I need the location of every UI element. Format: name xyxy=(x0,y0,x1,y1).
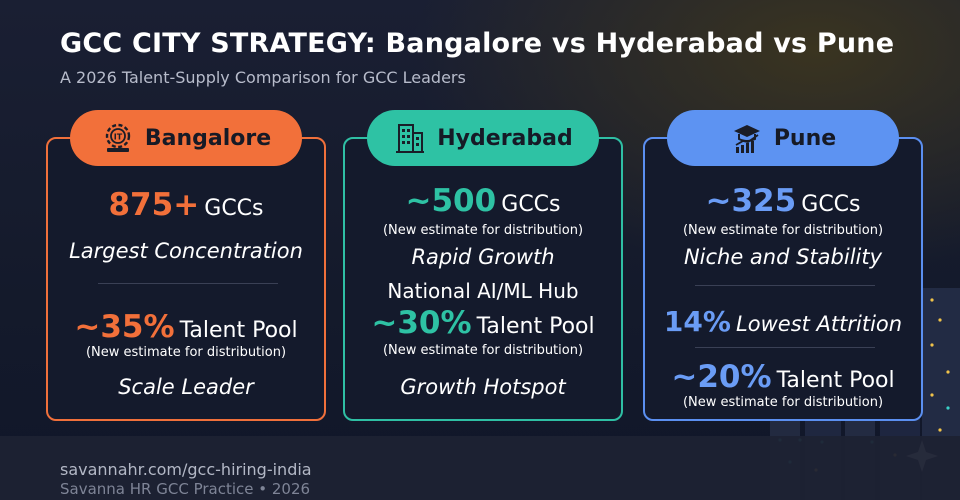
hyderabad-header-pill: Hyderabad xyxy=(367,110,599,166)
page-subtitle: A 2026 Talent-Supply Comparison for GCC … xyxy=(60,68,466,87)
bangalore-name: Bangalore xyxy=(144,125,272,151)
pune-gcc-note: (New estimate for distribution) xyxy=(682,223,884,238)
hyderabad-card: ~500 GCCs (New estimate for distribution… xyxy=(343,137,623,421)
hyderabad-talent-note: (New estimate for distribution) xyxy=(382,343,584,358)
bangalore-tagline: Scale Leader xyxy=(118,375,254,399)
page-title: GCC CITY STRATEGY: Bangalore vs Hyderaba… xyxy=(60,28,895,59)
footer-url: savannahr.com/gcc-hiring-india xyxy=(60,460,312,479)
bangalore-talent-note: (New estimate for distribution) xyxy=(85,345,287,360)
graduation-chart-icon xyxy=(733,125,760,153)
it-gear-icon: IT xyxy=(105,123,131,152)
bangalore-header-pill: IT Bangalore xyxy=(70,110,302,166)
hyderabad-gcc-note: (New estimate for distribution) xyxy=(382,223,584,238)
pune-talent-pool: ~20% Talent Pool xyxy=(671,359,895,395)
hyderabad-hub: National AI/ML Hub xyxy=(387,279,579,303)
bangalore-gcc-count: 875+ GCCs xyxy=(108,187,264,223)
bangalore-card: 875+ GCCs Largest Concentration ~35% Tal… xyxy=(46,137,326,421)
pune-attrition: 14% Lowest Attrition xyxy=(663,305,903,338)
bangalore-talent-pool: ~35% Talent Pool xyxy=(74,309,298,345)
hyderabad-gcc-count: ~500 GCCs xyxy=(405,183,561,219)
hyderabad-gcc-tag: Rapid Growth xyxy=(411,245,555,269)
divider xyxy=(695,285,875,286)
pune-gcc-tag: Niche and Stability xyxy=(683,245,883,269)
bangalore-gcc-tag: Largest Concentration xyxy=(69,239,303,263)
hyderabad-tagline: Growth Hotspot xyxy=(400,375,566,399)
pune-header-pill: Pune xyxy=(667,110,899,166)
hyderabad-name: Hyderabad xyxy=(437,125,573,151)
pune-talent-note: (New estimate for distribution) xyxy=(682,395,884,410)
hyderabad-talent-pool: ~30% Talent Pool xyxy=(371,305,595,341)
pune-name: Pune xyxy=(773,125,837,151)
footer-band xyxy=(0,436,960,500)
pune-card: ~325 GCCs (New estimate for distribution… xyxy=(643,137,923,421)
footer-org: Savanna HR GCC Practice • 2026 xyxy=(60,480,311,498)
pune-gcc-count: ~325 GCCs xyxy=(705,183,861,219)
office-building-icon xyxy=(396,124,425,153)
divider xyxy=(98,283,278,284)
divider xyxy=(695,347,875,348)
svg-text:IT: IT xyxy=(114,133,123,142)
